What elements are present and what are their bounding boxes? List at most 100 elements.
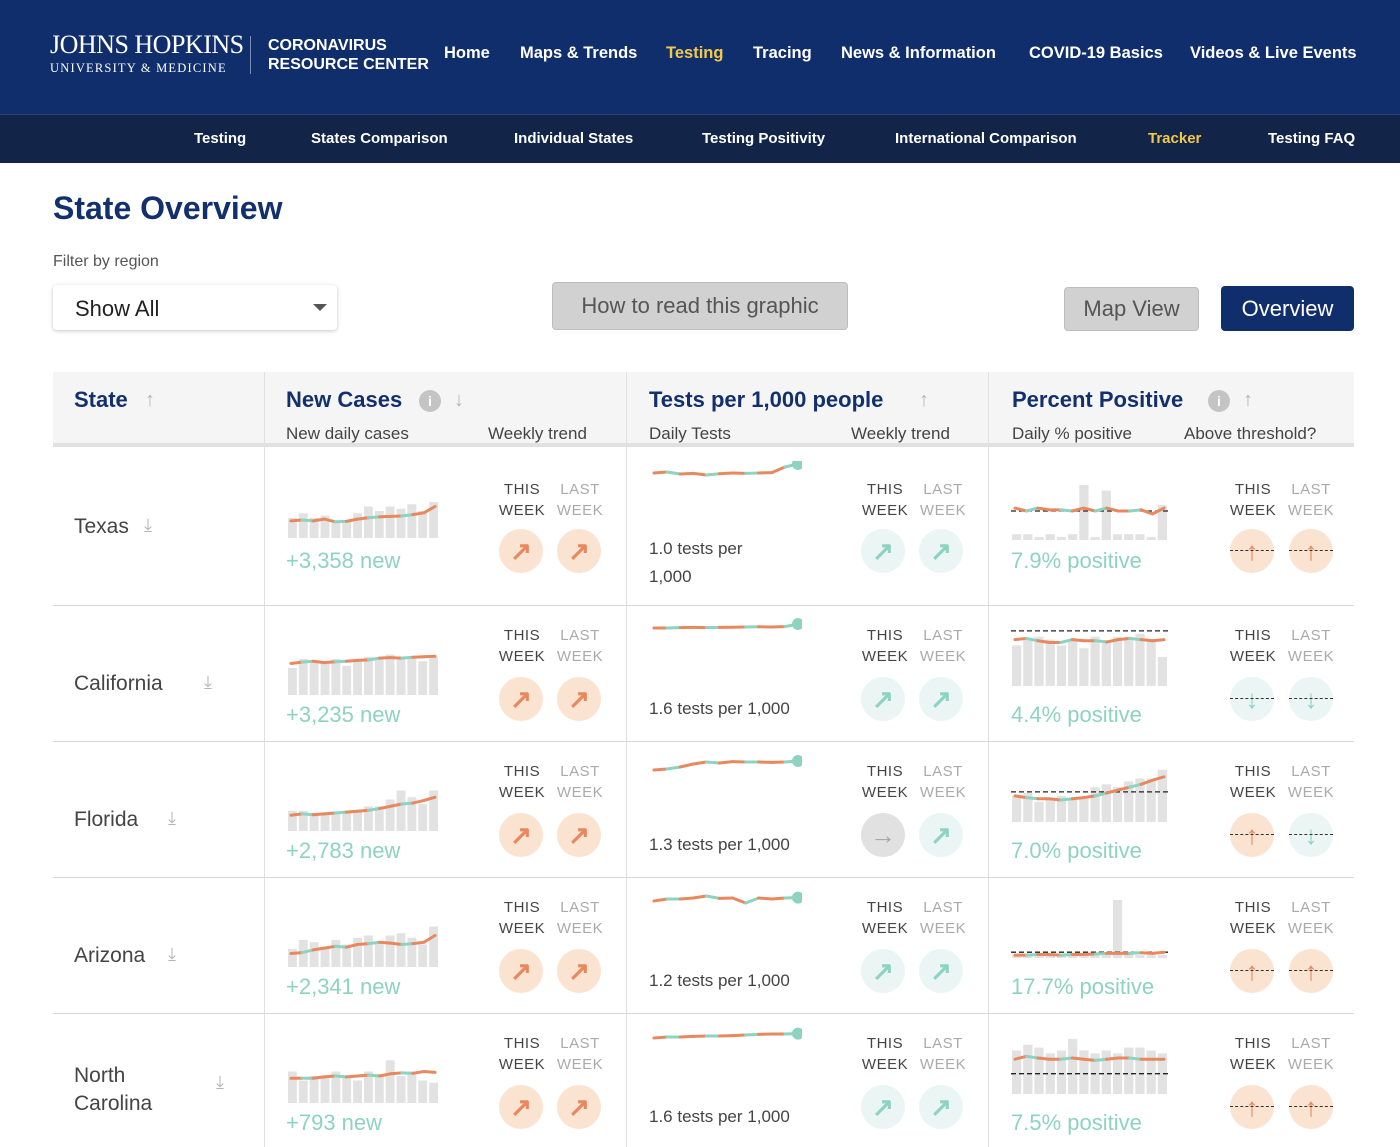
nav-videos-live-events[interactable]: Videos & Live Events: [1190, 44, 1357, 62]
spark-bar: [1056, 645, 1067, 686]
spark-bar: [1135, 633, 1145, 686]
download-icon[interactable]: ⤓: [204, 672, 212, 692]
trend-line-segment: [400, 801, 415, 806]
sort-down-icon[interactable]: ↓: [454, 389, 464, 411]
spark-bar: [374, 511, 384, 538]
tests-weekly-trend-subheader: Weekly trend: [851, 424, 950, 443]
trend-line-segment: [1151, 950, 1166, 955]
download-icon[interactable]: ⤓: [216, 1072, 224, 1092]
last-week-label: LAST WEEK: [1286, 897, 1336, 939]
spark-bar: [1068, 534, 1078, 540]
nav-testing[interactable]: Testing: [666, 44, 724, 62]
subnav-states-comparison[interactable]: States Comparison: [311, 130, 448, 147]
week-label: WEEK: [498, 648, 546, 665]
new-daily-cases-subheader: New daily cases: [286, 424, 409, 443]
sort-up-icon[interactable]: ↑: [145, 389, 155, 411]
download-icon[interactable]: ⤓: [144, 515, 152, 535]
trend-line-segment: [378, 804, 393, 810]
spark-bar: [1068, 639, 1078, 686]
week-label: WEEK: [919, 1056, 967, 1073]
trend-line-segment: [770, 465, 787, 475]
trend-line-segment: [367, 1073, 382, 1078]
state-column-header[interactable]: State: [74, 387, 128, 412]
trend-line-segment: [1036, 1056, 1051, 1061]
spark-bar: [1079, 955, 1089, 958]
subnav-testing[interactable]: Testing: [194, 130, 247, 147]
new-cases-column-header[interactable]: New Cases: [286, 387, 403, 412]
spark-bar: [364, 1071, 373, 1103]
spark-bar: [298, 810, 308, 831]
trend-line-segment: [1070, 796, 1086, 801]
trend-line-segment: [367, 515, 382, 520]
overview-button[interactable]: Overview: [1221, 286, 1354, 331]
state-name[interactable]: Florida: [74, 808, 139, 831]
info-icon[interactable]: i: [419, 390, 441, 412]
this-week-label: THIS WEEK: [860, 1033, 910, 1075]
spark-bar: [1124, 781, 1134, 822]
state-name[interactable]: California: [74, 672, 163, 695]
nav-tracing[interactable]: Tracing: [753, 44, 812, 62]
this-label: THIS: [1234, 763, 1272, 780]
nav-maps-trends[interactable]: Maps & Trends: [520, 44, 638, 62]
spark-bar: [364, 806, 373, 831]
week-label: WEEK: [498, 502, 546, 519]
subnav-testing-faq[interactable]: Testing FAQ: [1268, 130, 1356, 147]
chevron-down-icon: [313, 304, 327, 311]
above-threshold-up-icon: ↑: [1230, 529, 1274, 573]
spark-bar: [396, 1076, 406, 1103]
spark-bar: [1124, 952, 1134, 958]
percent-positive-value: 7.9% positive: [1011, 548, 1142, 573]
region-filter-select[interactable]: Show All: [53, 285, 337, 330]
spark-bar: [1146, 955, 1156, 958]
week-label: WEEK: [1287, 920, 1335, 937]
jhu-logo[interactable]: JOHNS HOPKINS UNIVERSITY & MEDICINE: [50, 30, 244, 76]
trend-line-segment: [311, 517, 326, 523]
trend-line-segment: [1093, 639, 1109, 644]
state-name[interactable]: North Carolina: [74, 1064, 153, 1115]
trend-line-segment: [1024, 796, 1040, 801]
table-header: [53, 372, 1354, 447]
trend-line-segment: [1105, 506, 1120, 513]
how-to-read-button[interactable]: How to read this graphic: [552, 282, 848, 330]
subnav-tracker[interactable]: Tracker: [1148, 130, 1202, 147]
above-threshold-up-icon: ↑: [1289, 1085, 1333, 1129]
new-cases-sparkline: [288, 790, 438, 831]
subnav-international-comparison[interactable]: International Comparison: [895, 130, 1077, 147]
column-divider: [264, 372, 265, 1147]
trend-line-segment: [300, 659, 315, 664]
tests-column-header[interactable]: Tests per 1,000 people: [649, 387, 884, 412]
this-week-label: THIS WEEK: [497, 1033, 547, 1075]
state-name[interactable]: Arizona: [74, 944, 146, 967]
spark-bar: [331, 940, 341, 967]
logo-line1: JOHNS HOPKINS: [50, 30, 244, 59]
state-name[interactable]: Texas: [74, 515, 129, 538]
sort-up-icon[interactable]: ↑: [1243, 389, 1253, 411]
subnav-individual-states[interactable]: Individual States: [514, 130, 634, 147]
spark-bar: [1034, 955, 1044, 958]
info-icon[interactable]: i: [1208, 390, 1230, 412]
sort-up-icon[interactable]: ↑: [919, 389, 929, 411]
trend-line-segment: [1139, 951, 1155, 955]
download-icon[interactable]: ⤓: [168, 808, 176, 828]
nav-news-information[interactable]: News & Information: [841, 44, 996, 62]
resource-center-link[interactable]: CORONAVIRUS RESOURCE CENTER: [268, 36, 429, 74]
threshold-dash-icon: [1289, 834, 1333, 835]
trend-line-segment: [678, 896, 695, 901]
last-week-label: LAST WEEK: [555, 1033, 605, 1075]
last-label: LAST: [560, 1035, 600, 1052]
filter-label: Filter by region: [53, 253, 159, 270]
spark-bar: [1045, 798, 1055, 822]
trend-line-segment: [367, 940, 382, 946]
week-label: WEEK: [861, 648, 909, 665]
tests-per-1000-value: 1.6 tests per 1,000: [649, 699, 790, 718]
download-icon[interactable]: ⤓: [168, 944, 176, 964]
percent-positive-column-header[interactable]: Percent Positive: [1012, 387, 1184, 412]
week-label: WEEK: [919, 784, 967, 801]
trend-up-icon: ↗: [499, 813, 543, 857]
nav-covid-basics[interactable]: COVID-19 Basics: [1029, 44, 1163, 62]
map-view-button[interactable]: Map View: [1064, 287, 1199, 331]
spark-bar: [429, 790, 438, 831]
spark-bar: [342, 665, 352, 695]
nav-home[interactable]: Home: [444, 44, 490, 62]
subnav-testing-positivity[interactable]: Testing Positivity: [702, 130, 826, 147]
